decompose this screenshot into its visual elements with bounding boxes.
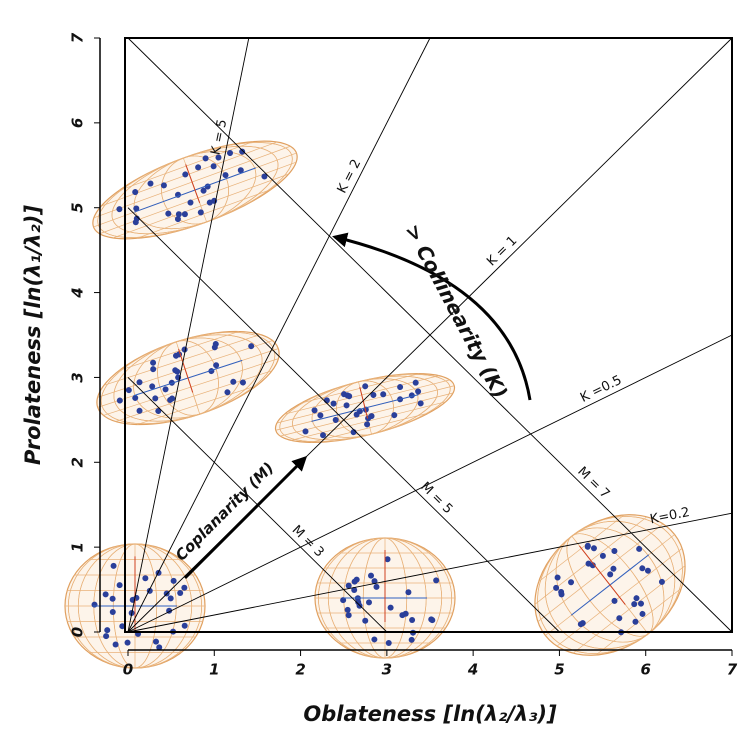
glyph-point <box>409 637 415 643</box>
glyph-point <box>113 642 119 648</box>
x-tick-label: 6 <box>640 661 650 679</box>
glyph-point <box>110 609 116 615</box>
glyph-point <box>182 623 188 629</box>
chart: Oblateness [ln(λ₂/λ₃)] Prolateness [ln(λ… <box>0 0 745 736</box>
glyph-point <box>399 612 405 618</box>
glyph-point <box>92 602 98 608</box>
glyph-point <box>117 582 123 588</box>
coplanarity-arrow <box>185 458 305 578</box>
glyph-point <box>177 590 183 596</box>
y-tick-label: 5 <box>69 202 87 212</box>
glyph-point <box>125 640 131 646</box>
glyph-point <box>111 563 117 569</box>
y-tick-label: 4 <box>69 287 87 298</box>
glyph-point <box>362 618 368 624</box>
glyph-point <box>409 617 415 623</box>
glyph-point <box>104 627 110 633</box>
x-tick-label: 5 <box>554 661 564 679</box>
glyph-point <box>153 639 159 645</box>
glyph-point <box>110 596 116 602</box>
ellipsoid-glyph <box>82 121 308 259</box>
glyph-point <box>103 633 109 639</box>
x-tick-label: 1 <box>209 661 219 679</box>
glyph-point <box>346 583 352 589</box>
glyph-point <box>371 636 377 642</box>
ellipsoid-glyph <box>315 538 455 658</box>
glyph-point <box>405 589 411 595</box>
glyph-point <box>388 605 394 611</box>
glyph-point <box>345 607 351 613</box>
y-axis-label: Prolateness [ln(λ₁/λ₂)] <box>21 205 45 465</box>
glyph-point <box>368 573 374 579</box>
x-axis-label: Oblateness [ln(λ₂/λ₃)] <box>303 702 557 726</box>
glyph-point <box>142 575 148 581</box>
glyph-point <box>354 577 360 583</box>
x-tick-label: 0 <box>123 661 133 679</box>
glyph-point <box>171 578 177 584</box>
y-tick-label: 7 <box>69 32 87 43</box>
x-tick-label: 2 <box>295 661 305 679</box>
line-label: K=0.2 <box>649 505 691 527</box>
y-tick-label: 0 <box>69 627 87 637</box>
y-tick-label: 2 <box>69 457 87 467</box>
x-tick-label: 4 <box>467 661 478 679</box>
glyph-point <box>429 617 435 623</box>
glyph-point <box>366 599 372 605</box>
ellipsoid-glyph <box>269 360 461 457</box>
glyph-point <box>433 577 439 583</box>
y-tick-label: 3 <box>69 372 87 382</box>
line-label: K =0.5 <box>578 373 624 406</box>
glyph-point <box>168 595 174 601</box>
glyph-point <box>386 640 392 646</box>
y-tick-label: 6 <box>69 118 87 128</box>
ellipsoid-glyph <box>86 313 290 444</box>
glyph-point <box>373 584 379 590</box>
glyph-point <box>103 591 109 597</box>
glyph-point <box>346 612 352 618</box>
annotation: Coplanarity (M) <box>172 459 278 565</box>
x-tick-label: 3 <box>382 661 392 679</box>
y-tick-label: 1 <box>69 542 87 552</box>
x-tick-label: 7 <box>727 661 738 679</box>
glyph-point <box>181 585 187 591</box>
